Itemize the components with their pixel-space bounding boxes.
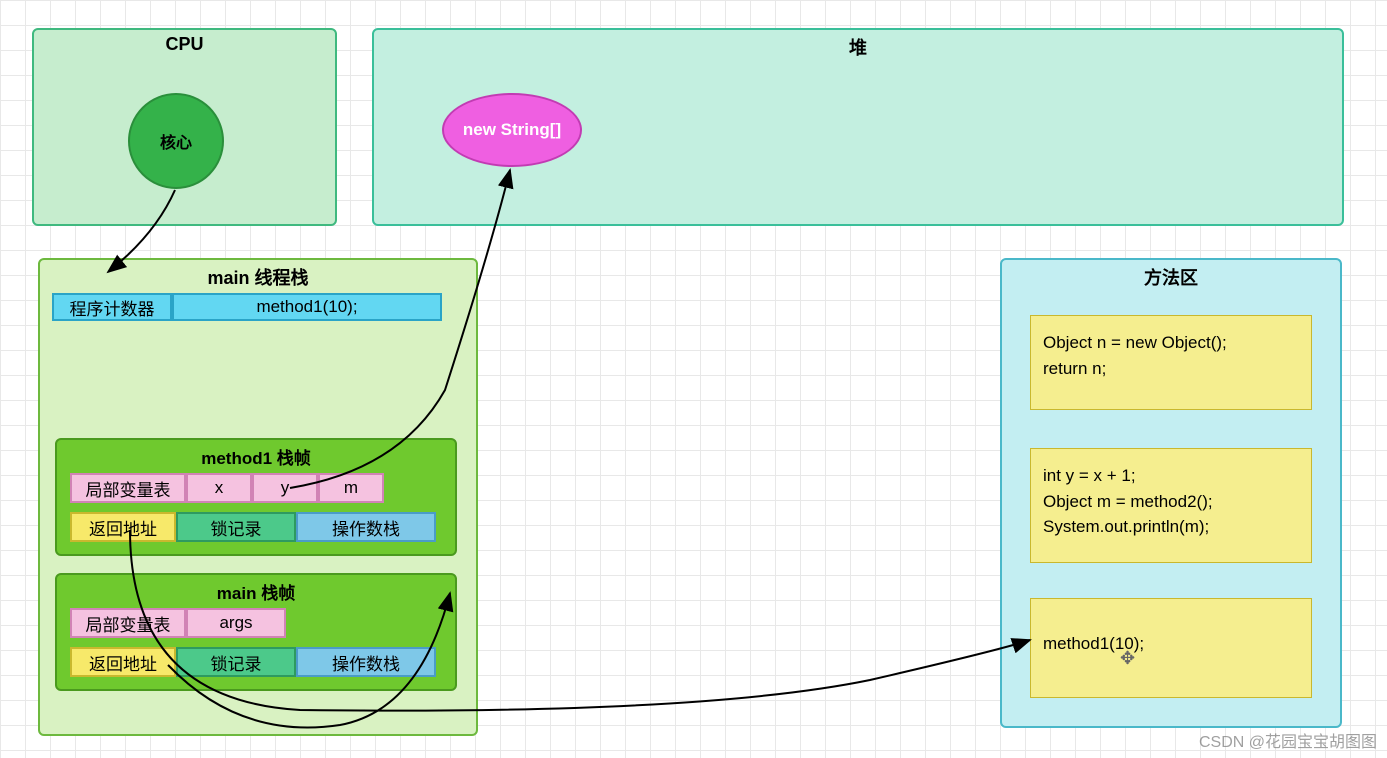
frame2-lock-cell: 锁记录: [176, 647, 296, 677]
frame-method1-title: method1 栈帧: [57, 440, 455, 473]
frame1-local-m: m: [318, 473, 384, 503]
frame2-opstack-label: 操作数栈: [332, 650, 400, 675]
pc-label-cell: 程序计数器: [52, 293, 172, 321]
watermark-text: CSDN @花园宝宝胡图图: [1199, 728, 1377, 752]
code3-line1: method1(10);: [1043, 631, 1299, 657]
code-box-2: int y = x + 1; Object m = method2(); Sys…: [1030, 448, 1312, 563]
code2-line2: Object m = method2();: [1043, 489, 1299, 515]
frame2-return-label: 返回地址: [89, 650, 157, 675]
frame2-locals-label: 局部变量表: [86, 611, 171, 636]
heap-object-ellipse: new String[]: [442, 93, 582, 167]
frame1-return-label: 返回地址: [89, 515, 157, 540]
pc-value-cell: method1(10);: [172, 293, 442, 321]
pc-value: method1(10);: [256, 297, 357, 317]
frame1-locals-label-cell: 局部变量表: [70, 473, 186, 503]
thread-stack-title: main 线程栈: [40, 260, 476, 294]
pc-label: 程序计数器: [70, 295, 155, 320]
frame1-lock-cell: 锁记录: [176, 512, 296, 542]
code1-line2: return n;: [1043, 356, 1299, 382]
frame-main-title: main 栈帧: [57, 575, 455, 608]
code1-line1: Object n = new Object();: [1043, 330, 1299, 356]
frame2-locals-label-cell: 局部变量表: [70, 608, 186, 638]
cpu-core-circle: 核心: [128, 93, 224, 189]
frame1-local-x: x: [186, 473, 252, 503]
frame1-local-y: y: [252, 473, 318, 503]
cpu-core-label: 核心: [160, 129, 192, 153]
frame2-local-args: args: [186, 608, 286, 638]
frame1-return-cell: 返回地址: [70, 512, 176, 542]
frame2-lock-label: 锁记录: [211, 650, 262, 675]
frame1-opstack-label: 操作数栈: [332, 515, 400, 540]
frame2-return-cell: 返回地址: [70, 647, 176, 677]
code-box-3: method1(10);: [1030, 598, 1312, 698]
frame1-lock-label: 锁记录: [211, 515, 262, 540]
cpu-title: CPU: [34, 30, 335, 59]
heap-title: 堆: [374, 30, 1342, 64]
heap-object-label: new String[]: [463, 120, 561, 140]
frame1-locals-label: 局部变量表: [86, 476, 171, 501]
frame1-opstack-cell: 操作数栈: [296, 512, 436, 542]
method-area-title: 方法区: [1002, 260, 1340, 294]
code2-line3: System.out.println(m);: [1043, 514, 1299, 540]
code2-line1: int y = x + 1;: [1043, 463, 1299, 489]
frame2-opstack-cell: 操作数栈: [296, 647, 436, 677]
move-cursor-icon: ✥: [1120, 648, 1135, 669]
code-box-1: Object n = new Object(); return n;: [1030, 315, 1312, 410]
